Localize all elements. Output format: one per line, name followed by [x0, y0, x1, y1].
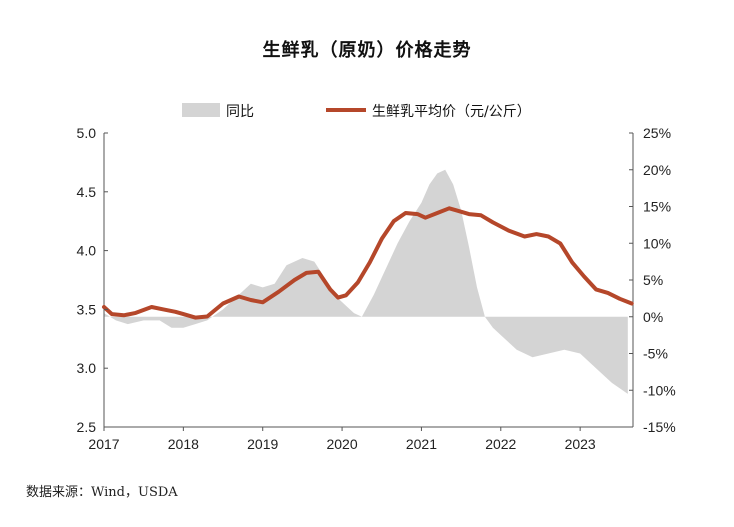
x-tick-label: 2019 [247, 436, 278, 452]
legend-label-price: 生鲜乳平均价（元/公斤） [372, 104, 531, 120]
x-tick-label: 2022 [485, 436, 516, 452]
right-tick-label: -10% [643, 382, 676, 398]
legend-label-yoy: 同比 [226, 104, 254, 120]
right-tick-label: 25% [643, 125, 671, 141]
right-tick-label: 0% [643, 309, 663, 325]
legend: 同比 生鲜乳平均价（元/公斤） [182, 103, 531, 120]
yoy-area-layer [104, 169, 628, 394]
left-tick-label: 5.0 [77, 125, 97, 141]
left-tick-label: 4.0 [77, 243, 97, 259]
x-tick-label: 2021 [406, 436, 437, 452]
right-tick-label: 15% [643, 199, 671, 215]
x-tick-label: 2023 [565, 436, 596, 452]
axes [103, 133, 634, 428]
price-line-layer [102, 206, 634, 320]
left-tick-label: 4.5 [77, 184, 97, 200]
x-tick-label: 2018 [168, 436, 199, 452]
right-tick-label: -15% [643, 419, 676, 435]
right-tick-label: -5% [643, 346, 668, 362]
chart-title: 生鲜乳（原奶）价格走势 [262, 40, 472, 61]
x-tick-label: 2020 [326, 436, 357, 452]
yoy-area [104, 169, 628, 394]
tick-labels: 2.5 3.0 3.5 4.0 4.5 5.0 -15% -10% -5% 0% 5% 10% 15% 2… [77, 125, 676, 452]
left-tick-label: 3.5 [77, 301, 97, 317]
left-tick-label: 2.5 [77, 419, 97, 435]
price-line [102, 206, 634, 320]
source-note: 数据来源：Wind，USDA [26, 485, 178, 500]
legend-swatch-yoy [182, 103, 220, 117]
right-tick-label: 5% [643, 272, 663, 288]
x-tick-label: 2017 [88, 436, 119, 452]
right-tick-label: 10% [643, 235, 671, 251]
left-tick-label: 3.0 [77, 360, 97, 376]
right-tick-label: 20% [643, 162, 671, 178]
